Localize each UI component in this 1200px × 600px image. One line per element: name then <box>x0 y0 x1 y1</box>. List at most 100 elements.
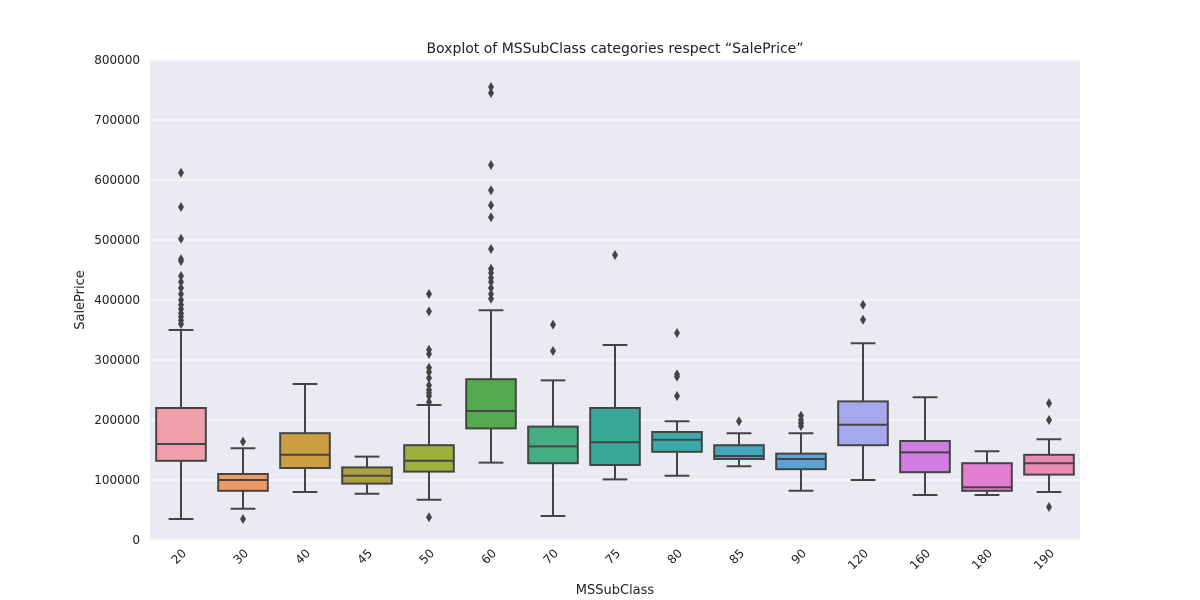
iqr-box <box>217 473 269 492</box>
x-tick-label: 190 <box>1031 546 1057 572</box>
outlier-point <box>178 289 184 299</box>
y-tick-label: 500000 <box>94 233 140 247</box>
iqr-box <box>279 432 331 470</box>
outlier-point <box>178 271 184 281</box>
chart-title: Boxplot of MSSubClass categories respect… <box>426 41 803 57</box>
x-tick-label: 40 <box>292 546 313 567</box>
x-tick-label: 60 <box>478 546 499 567</box>
iqr-box <box>775 452 827 471</box>
y-tick-label: 200000 <box>94 413 140 427</box>
outlier-point <box>488 82 494 92</box>
outlier-point <box>426 373 432 383</box>
outlier-point <box>178 283 184 293</box>
box-90 <box>775 410 827 492</box>
box-80 <box>651 328 703 477</box>
outlier-point <box>1046 398 1052 409</box>
outlier-point <box>426 306 432 317</box>
x-axis-label: MSSubClass <box>576 583 655 598</box>
boxes-group <box>155 82 1075 524</box>
x-tick-label: 180 <box>969 546 995 572</box>
x-tick-label: 30 <box>230 546 251 567</box>
iqr-box <box>837 400 889 447</box>
outlier-point <box>426 289 432 299</box>
outlier-point <box>178 202 184 212</box>
x-tick-label: 160 <box>907 546 933 572</box>
y-tick-label: 700000 <box>94 113 140 127</box>
box-60 <box>465 82 517 464</box>
iqr-box <box>589 407 641 466</box>
outlier-point <box>426 344 432 355</box>
outlier-point <box>860 314 866 325</box>
outlier-point <box>860 299 866 310</box>
x-tick-label: 120 <box>845 546 871 572</box>
outlier-point <box>798 410 804 421</box>
outlier-point <box>1046 415 1052 425</box>
box-50 <box>403 289 455 523</box>
outlier-point <box>488 283 494 293</box>
y-tick-label: 400000 <box>94 293 140 307</box>
box-85 <box>713 416 765 468</box>
x-tick-label: 45 <box>354 546 375 567</box>
y-tick-label: 100000 <box>94 473 140 487</box>
x-tick-label: 90 <box>788 546 809 567</box>
x-tick-label: 80 <box>664 546 685 567</box>
outlier-point <box>426 512 432 523</box>
x-tick-label: 50 <box>416 546 437 567</box>
iqr-box <box>403 444 455 473</box>
y-axis-label: SalePrice <box>73 270 88 330</box>
outlier-point <box>426 397 432 407</box>
outlier-point <box>240 514 246 524</box>
x-tick-label: 20 <box>168 546 189 567</box>
box-40 <box>279 383 331 493</box>
iqr-box <box>651 431 703 453</box>
iqr-box <box>527 425 579 465</box>
outlier-point <box>426 380 432 391</box>
x-tick-labels: 20 30 40 45 50 60 70 75 80 85 90 120 160 180 190 <box>168 546 1057 572</box>
outlier-point <box>240 436 246 447</box>
outlier-point <box>426 362 432 373</box>
box-180 <box>961 450 1013 496</box>
iqr-box <box>1023 453 1075 476</box>
box-120 <box>837 299 889 481</box>
y-tick-label: 300000 <box>94 353 140 367</box>
outlier-point <box>488 160 494 170</box>
y-tick-label: 600000 <box>94 173 140 187</box>
box-160 <box>899 396 951 496</box>
outlier-point <box>178 233 184 244</box>
outlier-point <box>612 250 618 260</box>
outlier-point <box>488 289 494 299</box>
outlier-point <box>736 416 742 427</box>
box-45 <box>341 455 393 495</box>
outlier-point <box>488 185 494 196</box>
iqr-box <box>155 407 207 462</box>
y-tick-label: 800000 <box>94 53 140 67</box>
y-tick-labels: 0 100000 200000 300000 400000 500000 600000 700… <box>94 53 140 547</box>
outlier-point <box>178 277 184 287</box>
box-70 <box>527 319 579 517</box>
box-190 <box>1023 398 1075 512</box>
y-tick-label: 0 <box>132 533 140 547</box>
outlier-point <box>488 212 494 223</box>
outlier-point <box>488 88 494 98</box>
x-tick-label: 70 <box>540 546 561 567</box>
outlier-point <box>674 391 680 401</box>
outlier-point <box>488 263 494 274</box>
x-tick-label: 75 <box>602 546 623 567</box>
outlier-point <box>488 200 494 211</box>
iqr-box <box>465 378 517 430</box>
outlier-point <box>178 167 184 178</box>
outlier-point <box>674 328 680 338</box>
box-75 <box>589 250 641 481</box>
outlier-point <box>178 254 184 265</box>
outlier-point <box>550 319 556 330</box>
outlier-point <box>178 295 184 305</box>
x-tick-label: 85 <box>726 546 747 567</box>
outlier-point <box>488 244 494 254</box>
outlier-point <box>550 346 556 356</box>
box-30 <box>217 436 269 524</box>
iqr-box <box>899 440 951 474</box>
outlier-point <box>1046 502 1052 512</box>
outlier-point <box>674 369 680 380</box>
box-20 <box>155 167 207 520</box>
